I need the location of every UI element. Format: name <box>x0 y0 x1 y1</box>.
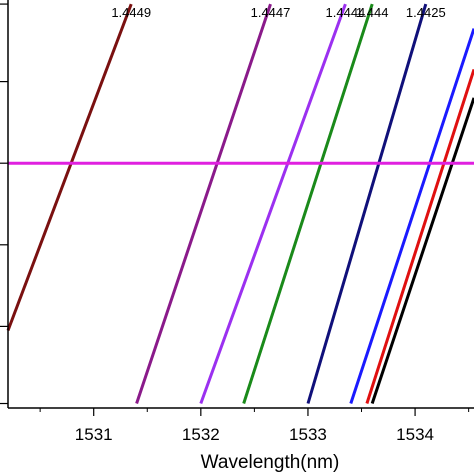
series-line-1 <box>6 3 133 332</box>
x-tick-label-4: 1534 <box>396 425 434 444</box>
series-label-2: 1.4447 <box>251 5 291 20</box>
plot-lines <box>6 3 474 405</box>
series-line-6 <box>349 28 474 404</box>
axes: 1531 1532 1533 1534 <box>0 0 474 444</box>
series-line-5 <box>306 3 428 404</box>
x-axis-title: Wavelength(nm) <box>201 452 340 473</box>
series-line-3 <box>199 3 347 405</box>
series-line-4 <box>242 3 374 404</box>
x-tick-label-3: 1533 <box>289 425 327 444</box>
series-label-3: 1.4444 <box>326 5 366 20</box>
series-line-2 <box>135 3 272 404</box>
series-label-1: 1.4449 <box>111 5 151 20</box>
x-tick-label-1: 1531 <box>75 425 113 444</box>
series-label-4: 1.444 <box>356 5 389 20</box>
x-tick-label-2: 1532 <box>182 425 220 444</box>
series-label-5: 1.4425 <box>406 5 446 20</box>
series-line-8 <box>370 97 474 404</box>
series-line-7 <box>365 68 474 404</box>
